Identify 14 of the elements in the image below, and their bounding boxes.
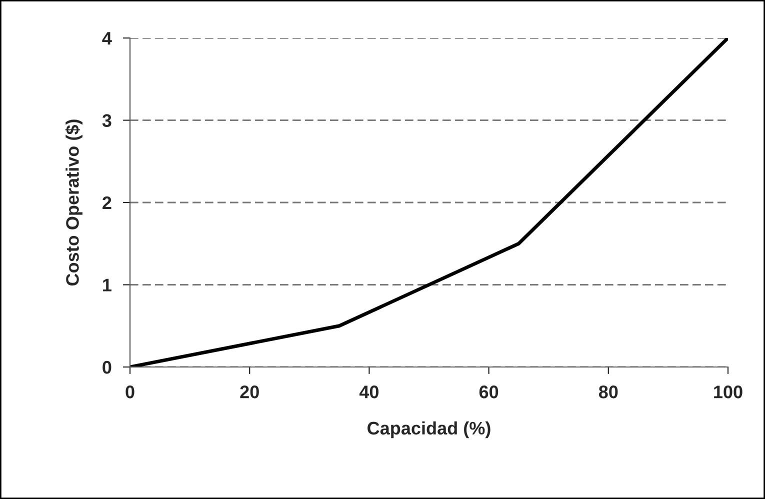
y-tick-label: 3 <box>102 114 112 127</box>
x-tick-label: 0 <box>126 386 134 398</box>
line-series <box>130 38 728 367</box>
y-tick-label: 0 <box>102 360 112 374</box>
y-axis-title: Costo Operativo ($) <box>65 120 82 286</box>
y-tick-label: 1 <box>103 278 112 292</box>
x-tick-label: 100 <box>714 386 742 398</box>
x-axis-title: Capacidad (%) <box>368 421 490 438</box>
x-tick-label: 60 <box>479 386 498 398</box>
y-tick-label: 4 <box>102 32 112 45</box>
x-tick-label: 20 <box>240 386 259 398</box>
x-tick-label: 80 <box>598 386 618 398</box>
x-tick-label: 40 <box>359 386 379 398</box>
y-tick-label: 2 <box>102 196 112 210</box>
